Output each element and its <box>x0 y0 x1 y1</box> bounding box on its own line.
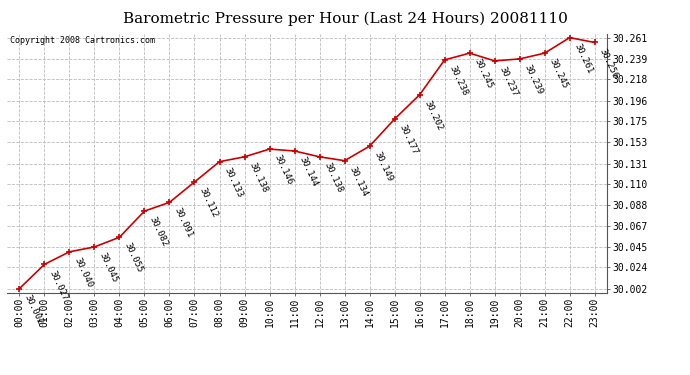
Text: 30.245: 30.245 <box>473 57 494 90</box>
Text: 30.146: 30.146 <box>273 153 294 186</box>
Text: 30.261: 30.261 <box>573 42 594 75</box>
Text: 30.238: 30.238 <box>447 64 469 97</box>
Text: 30.245: 30.245 <box>547 57 569 90</box>
Text: 30.055: 30.055 <box>122 242 144 274</box>
Text: 30.112: 30.112 <box>197 186 219 219</box>
Text: 30.133: 30.133 <box>222 166 244 199</box>
Text: 30.239: 30.239 <box>522 63 544 96</box>
Text: 30.138: 30.138 <box>247 161 269 194</box>
Text: 30.149: 30.149 <box>373 150 394 183</box>
Text: 30.202: 30.202 <box>422 99 444 132</box>
Text: 30.082: 30.082 <box>147 215 169 248</box>
Text: 30.138: 30.138 <box>322 161 344 194</box>
Text: 30.256: 30.256 <box>598 46 619 80</box>
Text: 30.027: 30.027 <box>47 268 69 302</box>
Text: 30.045: 30.045 <box>97 251 119 284</box>
Text: Copyright 2008 Cartronics.com: Copyright 2008 Cartronics.com <box>10 36 155 45</box>
Text: 30.002: 30.002 <box>22 293 44 326</box>
Text: 30.177: 30.177 <box>397 123 419 156</box>
Text: Barometric Pressure per Hour (Last 24 Hours) 20081110: Barometric Pressure per Hour (Last 24 Ho… <box>123 11 567 26</box>
Text: 30.144: 30.144 <box>297 155 319 188</box>
Text: 30.040: 30.040 <box>72 256 94 289</box>
Text: 30.237: 30.237 <box>497 65 519 98</box>
Text: 30.091: 30.091 <box>172 207 194 240</box>
Text: 30.134: 30.134 <box>347 165 369 198</box>
